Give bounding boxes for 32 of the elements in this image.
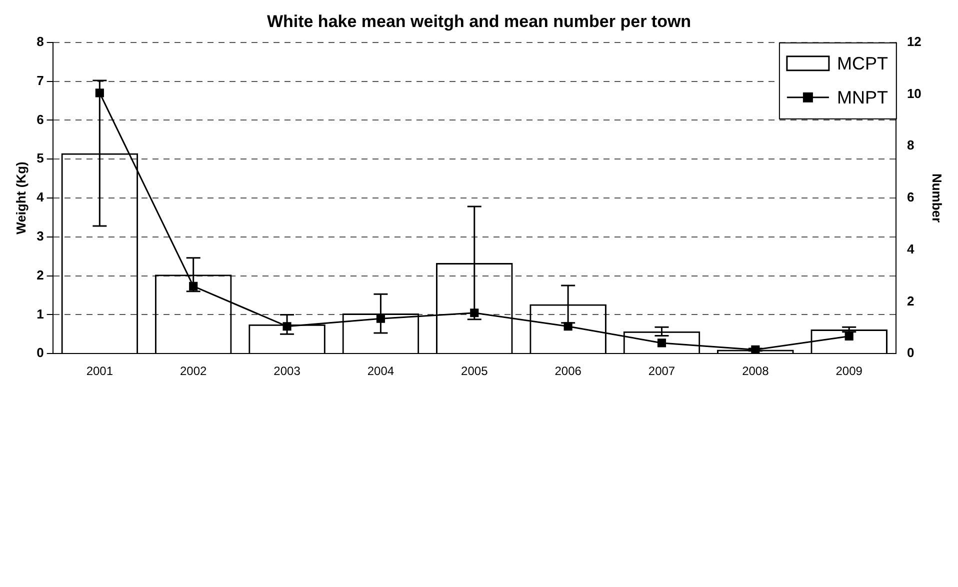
chart-title: White hake mean weitgh and mean number per town: [266, 12, 692, 31]
y2-tick-label: 4: [906, 241, 915, 256]
x-tick-label: 2004: [367, 364, 394, 378]
y-tick-label: 4: [36, 190, 45, 205]
x-tick-label: 2006: [554, 364, 582, 378]
point: [657, 338, 666, 348]
y-tick-label: 7: [36, 72, 44, 88]
legend-label: MCPT: [836, 53, 888, 74]
y2-tick-label: 2: [906, 293, 914, 308]
y2-tick-label: 12: [906, 34, 922, 49]
y-tick-label: 0: [36, 345, 44, 360]
y-tick-label: 2: [36, 267, 44, 282]
x-tick-label: 2009: [836, 364, 863, 378]
x-tick-label: 2001: [86, 364, 114, 378]
y-axis-title: Weight (Kg): [13, 162, 28, 234]
y2-tick-label: 0: [906, 345, 914, 360]
y-tick-label: 3: [36, 228, 44, 244]
y2-tick-label: 8: [906, 138, 914, 153]
point: [844, 332, 854, 341]
x-tick-label: 2002: [180, 364, 208, 378]
legend-label: MNPT: [836, 87, 888, 108]
y-tick-label: 5: [36, 150, 44, 166]
x-tick-label: 2008: [742, 364, 770, 378]
y2-tick-label: 10: [906, 86, 922, 101]
y-tick-label: 1: [36, 306, 44, 322]
x-tick-label: 2003: [274, 364, 301, 378]
y-tick-label: 6: [36, 112, 44, 127]
y2-tick-label: 6: [906, 190, 914, 205]
y-tick-label: 8: [36, 34, 44, 49]
y2-axis-title: Number: [930, 173, 945, 223]
x-tick-label: 2007: [648, 364, 676, 378]
x-tick-label: 2005: [461, 364, 488, 378]
